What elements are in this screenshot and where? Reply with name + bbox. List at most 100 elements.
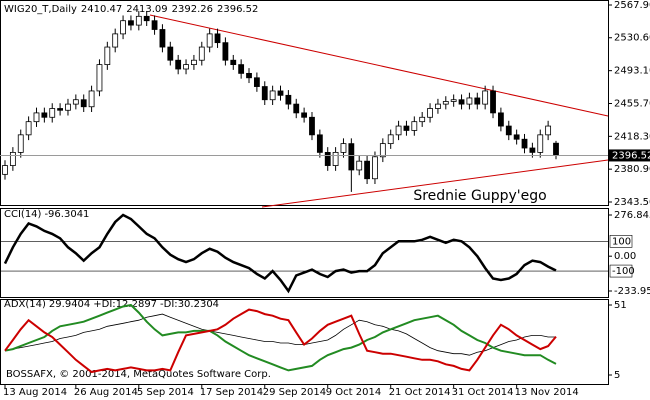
y-tick-label: 0.00 [614,251,636,262]
candle-body [143,15,150,22]
candle-body [65,103,71,111]
trendline [149,14,609,117]
y-tick-label: 5 [614,370,620,381]
candle-body [411,121,418,131]
candle-body [285,94,292,105]
candle-body [120,20,126,35]
chart-title: WIG20_T,Daily 2410.47 2413.09 2392.26 2396.5… [4,4,258,15]
candle-body [553,142,559,156]
candle-body [33,112,40,123]
candle-body [72,99,79,105]
ohlc-value: 2413.09 [126,4,167,15]
candle-body [442,101,449,105]
candle-body [450,99,457,102]
candle-body [175,59,182,70]
legend: ADX(14) 29.9404 +DI:12.2897 -DI:30.2304 [4,299,219,310]
candle-body [521,138,528,149]
candle-body [324,151,331,166]
series-line [4,313,556,356]
candle-body [25,121,32,136]
candle-body [80,99,87,108]
y-tick-label: 2455.70 [614,99,650,110]
candle-body [395,125,402,136]
last-price-label: 2396.52 [612,150,650,161]
candle-body [9,151,16,166]
candle-body [261,86,268,101]
adx-pane-frame [0,299,609,385]
candle-body [316,134,323,153]
title-name: WIG20_T,Daily [4,4,77,15]
x-tick-label: 17 Sep 2014 [200,387,263,398]
candle-body [222,42,229,61]
candle-body [277,90,284,96]
level-box [609,235,633,248]
candle-body [301,112,308,118]
candle-body [309,116,315,136]
candle-body [167,46,174,61]
candle-body [474,97,481,105]
candle-body [332,151,339,166]
legend-name: +DI: [93,299,115,310]
candle-body [466,97,473,105]
candle-body [364,160,370,180]
candle-body [57,108,63,111]
candle-body [135,15,142,26]
candle-body [537,134,544,153]
candle-body [340,143,347,153]
legend: CCI(14) -96.3041 [4,209,89,220]
cci-pane-frame [0,208,609,298]
last-price-box [609,149,650,162]
candle-body [545,125,552,136]
candle-body [112,33,119,48]
candle-body [88,90,95,108]
y-tick-label: -233.9532 [614,286,650,297]
x-tick-label: 9 Oct 2014 [326,387,381,398]
y-tick-label: 2380.90 [614,164,650,175]
y-tick-label: 2418.30 [614,131,650,142]
candle-body [435,103,441,109]
main-legend: WIG20_T,Daily 2410.47 2413.09 2392.26 2396.5… [4,4,258,15]
candle-body [206,33,213,48]
x-tick-label: 21 Oct 2014 [389,387,451,398]
candle-body [348,143,355,171]
candle-body [387,134,394,145]
x-tick-label: 5 Sep 2014 [137,387,194,398]
candle-body [356,160,363,171]
candle-body [17,134,24,153]
candle-body [253,77,260,87]
x-tick-label: 26 Aug 2014 [74,387,138,398]
candle-body [2,165,8,175]
candle-body [230,59,237,66]
candle-body [41,112,48,118]
legend-name: CCI(14) [4,209,42,220]
candle-body [372,156,378,180]
level-box [609,264,633,278]
level-label: -100 [612,266,635,277]
candle-body [529,147,536,153]
annotation: Srednie Guppy'ego [413,188,546,204]
candle-body [151,20,158,30]
ohlc-value: 2410.47 [81,4,122,15]
candle-body [96,64,103,92]
legend-name: ADX(14) [4,299,46,310]
series-line [3,213,557,294]
candle-body [458,99,465,105]
y-tick-label: 2493.10 [614,66,650,77]
candle-body [513,134,520,140]
legend-value: 12.2897 [116,299,157,310]
candle-body [269,90,276,101]
legend-value: 30.2304 [178,299,219,310]
legend-value: -96.3041 [44,209,89,220]
candle-body [403,125,410,131]
y-tick-label: 2343.50 [614,197,650,208]
candle-body [198,46,205,61]
candle-body [490,90,496,114]
candle-body [482,90,489,105]
x-tick-label: 29 Sep 2014 [263,387,326,398]
x-tick-label: 13 Aug 2014 [3,387,67,398]
x-tick-label: 31 Oct 2014 [452,387,514,398]
candle-body [49,108,56,118]
candle-body [191,59,197,66]
